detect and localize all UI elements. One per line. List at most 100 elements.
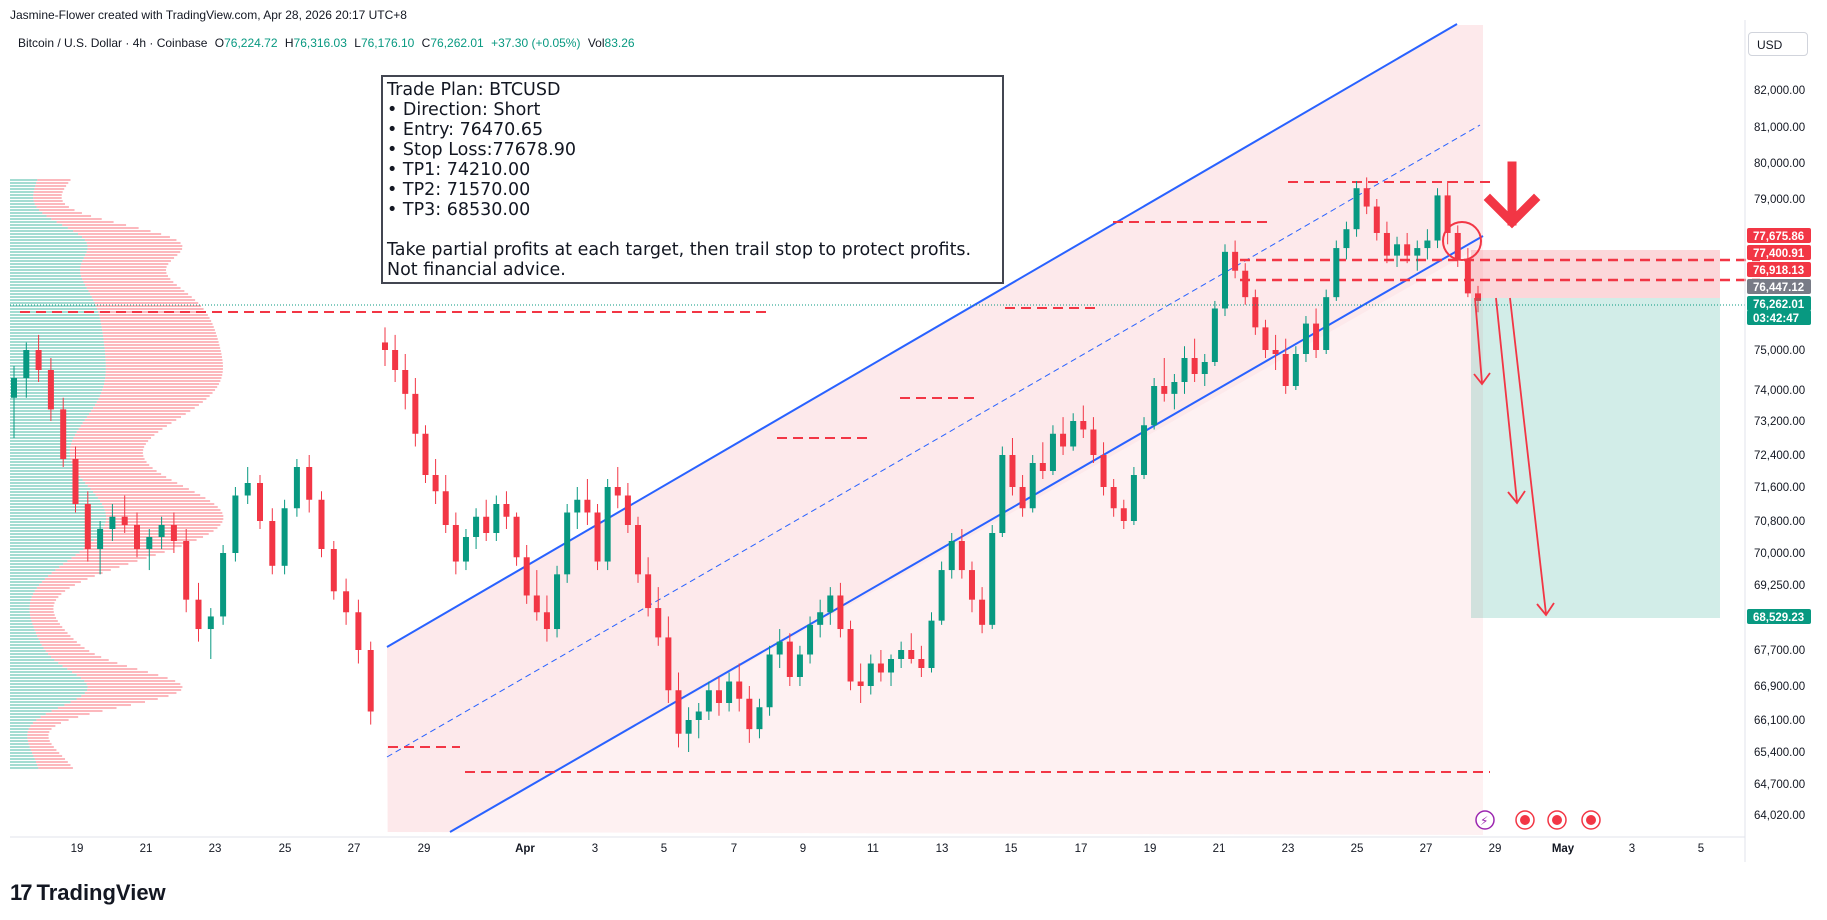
low-value: 76,176.10 — [360, 36, 415, 50]
candle — [493, 495, 500, 541]
candle — [473, 508, 480, 549]
candle — [726, 672, 733, 712]
time-tick: May — [1552, 843, 1575, 855]
candle — [523, 545, 530, 604]
event-icons: ⚡ — [1475, 810, 1601, 830]
trade-plan-tp3: • TP3: 68530.00 — [387, 200, 531, 220]
price-tick: 69,250.00 — [1754, 580, 1805, 592]
candle — [1475, 285, 1481, 313]
candle — [948, 533, 955, 579]
candle — [877, 650, 884, 682]
candle — [817, 599, 824, 638]
candle — [134, 512, 140, 558]
candle — [23, 342, 30, 398]
candle — [483, 499, 490, 541]
price-tick: 66,900.00 — [1754, 681, 1805, 693]
channel-lower-line — [449, 235, 1484, 833]
candle — [928, 612, 935, 673]
price-tick: 73,200.00 — [1754, 416, 1805, 428]
time-tick: 25 — [279, 843, 292, 855]
candle — [989, 525, 996, 630]
candle — [837, 582, 844, 638]
candle — [47, 358, 54, 421]
tradingview-logo[interactable]: 17 TradingView — [10, 880, 166, 905]
svg-text:⚡: ⚡ — [1480, 814, 1488, 828]
trade-plan-entry: • Entry: 76470.65 — [387, 120, 544, 140]
candle — [888, 654, 895, 686]
trade-plan-disclaimer: Not financial advice. — [387, 260, 566, 280]
time-tick: 5 — [661, 843, 667, 855]
candle — [1394, 236, 1401, 267]
candle — [1171, 374, 1178, 410]
price-tick: 65,400.00 — [1754, 747, 1805, 759]
change-value: +37.30 (+0.05%) — [491, 36, 581, 50]
trade-plan-box: Trade Plan: BTCUSD • Direction: Short • … — [381, 75, 1004, 284]
candle — [1100, 442, 1107, 496]
candle — [958, 529, 965, 579]
candle — [343, 578, 350, 625]
candle — [574, 487, 581, 529]
price-label: 68,529.23 — [1753, 612, 1804, 624]
candle — [355, 599, 362, 664]
trade-plan-direction: • Direction: Short — [387, 100, 541, 120]
candle — [979, 587, 986, 634]
price-tick: 72,400.00 — [1754, 450, 1805, 462]
candle — [1110, 479, 1117, 517]
price-tick: 79,000.00 — [1754, 194, 1805, 206]
time-tick: 11 — [867, 843, 879, 855]
price-label: 77,675.86 — [1753, 231, 1804, 243]
candle — [604, 479, 611, 571]
candle — [1323, 289, 1330, 354]
currency-selector[interactable]: USD — [1748, 32, 1808, 56]
candle — [655, 587, 662, 646]
projection-arrows — [1473, 297, 1555, 617]
candle — [1181, 346, 1188, 394]
candle — [318, 491, 325, 558]
candle — [938, 561, 945, 625]
price-tick: 82,000.00 — [1754, 85, 1805, 97]
candle — [827, 587, 834, 625]
volume-value: 83.26 — [604, 36, 635, 50]
candle — [1363, 177, 1370, 215]
time-tick: 21 — [140, 843, 153, 855]
candle — [1242, 263, 1249, 305]
candle — [1373, 199, 1380, 241]
candle — [766, 645, 773, 716]
candle — [183, 529, 190, 613]
candle — [1302, 316, 1309, 362]
candle — [1353, 181, 1360, 237]
price-tick: 71,600.00 — [1754, 482, 1805, 494]
price-axis[interactable]: 82,000.00 81,000.00 80,000.00 79,000.00 75,0… — [1754, 85, 1805, 822]
price-label-bg — [1747, 228, 1811, 243]
candle — [1333, 240, 1340, 301]
price-label-bg — [1747, 245, 1811, 260]
candle — [796, 645, 803, 686]
candles — [11, 177, 1481, 752]
candle — [306, 455, 313, 513]
candle — [1232, 240, 1239, 279]
price-label-bg — [1747, 262, 1811, 277]
time-tick: 5 — [1698, 843, 1704, 855]
candle — [1060, 417, 1067, 455]
candle — [367, 641, 374, 725]
price-tick: 70,800.00 — [1754, 516, 1805, 528]
trade-plan-note: Take partial profits at each target, the… — [387, 240, 972, 260]
candle — [746, 686, 753, 743]
candle — [84, 491, 91, 562]
candle — [60, 397, 67, 467]
candle — [146, 529, 153, 571]
candle — [1161, 358, 1168, 402]
time-tick: 13 — [936, 843, 949, 855]
time-axis[interactable]: 19 21 23 25 27 29 Apr 3 5 7 9 11 13 15 17 19 21 23 25 27 29 M… — [71, 843, 1705, 855]
time-tick: 23 — [209, 843, 222, 855]
time-tick: 21 — [1213, 843, 1226, 855]
price-tick: 81,000.00 — [1754, 122, 1805, 134]
candle — [330, 541, 337, 600]
take-profit-zone — [1471, 298, 1720, 618]
time-tick: 23 — [1282, 843, 1295, 855]
high-value: 76,316.03 — [293, 36, 347, 50]
stop-loss-zone — [1471, 250, 1720, 298]
candle — [1282, 338, 1289, 394]
price-label-bg — [1747, 609, 1811, 624]
